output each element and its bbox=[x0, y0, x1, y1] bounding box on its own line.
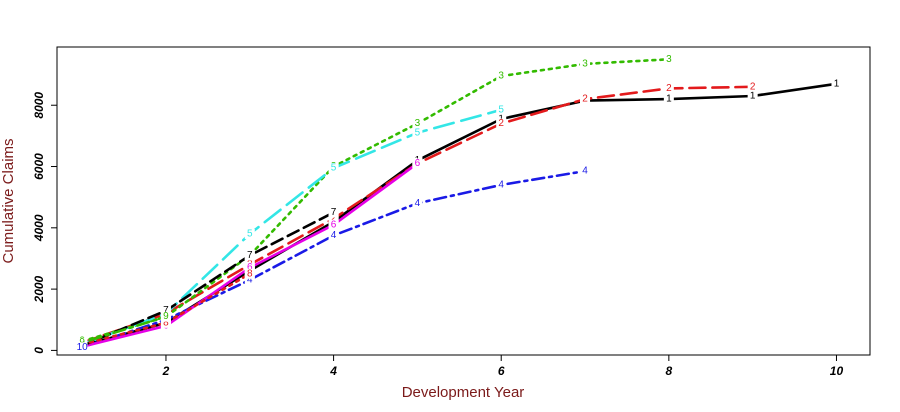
series-line-8 bbox=[80, 272, 252, 346]
point-label-bg bbox=[496, 71, 507, 82]
y-tick-label: 6000 bbox=[32, 153, 46, 180]
x-tick-label: 2 bbox=[162, 364, 170, 378]
y-tick-label: 8000 bbox=[32, 92, 46, 119]
series-point-label: 3 bbox=[582, 58, 588, 69]
series-point-label: 3 bbox=[666, 54, 672, 65]
point-label-bg bbox=[663, 94, 674, 105]
series-lines bbox=[80, 58, 838, 349]
point-label-bg bbox=[328, 163, 339, 174]
y-axis: 0 2000 4000 6000 8000 bbox=[32, 92, 57, 354]
series-line-9 bbox=[80, 315, 168, 344]
series-point-label: 1 bbox=[834, 78, 840, 89]
x-tick-label: 10 bbox=[830, 364, 844, 378]
x-axis-title: Development Year bbox=[402, 384, 525, 401]
series-line-5 bbox=[80, 108, 503, 346]
series-point-label: 6 bbox=[247, 262, 253, 273]
series-point-label: 7 bbox=[331, 207, 337, 218]
y-axis-title: Cumulative Claims bbox=[0, 138, 17, 263]
x-tick-label: 6 bbox=[498, 364, 505, 378]
series-line-4 bbox=[80, 169, 587, 349]
point-label-bg bbox=[328, 207, 339, 218]
point-label-bg bbox=[831, 78, 842, 89]
point-label-bg bbox=[580, 94, 591, 105]
point-label-bg bbox=[160, 317, 171, 328]
y-tick-label: 0 bbox=[32, 347, 46, 354]
series-point-label: 2 bbox=[666, 83, 672, 94]
point-label-bg bbox=[244, 268, 255, 279]
series-point-label: 4 bbox=[582, 166, 588, 177]
point-label-bg bbox=[747, 91, 758, 102]
point-label-bg bbox=[160, 305, 171, 316]
point-label-bg bbox=[412, 127, 423, 138]
series-point-label: 3 bbox=[415, 118, 421, 129]
x-tick-label: 4 bbox=[329, 364, 337, 378]
plot-area-frame bbox=[56, 46, 871, 356]
series-point-label: 5 bbox=[415, 127, 421, 138]
point-label-bg bbox=[244, 250, 255, 261]
series-point-label: 7 bbox=[163, 305, 169, 316]
series-point-label: 4 bbox=[498, 179, 504, 190]
point-label-bg bbox=[663, 83, 674, 94]
series-line-3 bbox=[80, 58, 671, 343]
series-point-label: 2 bbox=[498, 118, 504, 129]
series-point-label: 5 bbox=[247, 228, 253, 239]
series-point-label: 2 bbox=[750, 81, 756, 92]
point-label-bg bbox=[580, 58, 591, 69]
point-label-bg bbox=[412, 198, 423, 209]
series-point-label: 4 bbox=[415, 198, 421, 209]
series-point-label: 8 bbox=[247, 268, 253, 279]
y-tick-label: 2000 bbox=[32, 275, 46, 303]
point-label-bg bbox=[580, 166, 591, 177]
series-point-label: 2 bbox=[582, 94, 588, 105]
point-label-bg bbox=[496, 179, 507, 190]
point-label-bg bbox=[244, 262, 255, 273]
series-point-label: 4 bbox=[247, 274, 253, 285]
series-point-label: 5 bbox=[331, 163, 337, 174]
series-point-label: 6 bbox=[331, 219, 337, 230]
point-label-bg bbox=[328, 213, 339, 224]
series-point-label: 4 bbox=[331, 230, 337, 241]
point-label-bg bbox=[747, 81, 758, 92]
x-tick-label: 8 bbox=[666, 364, 673, 378]
point-label-bg bbox=[496, 118, 507, 129]
series-point-label: 2 bbox=[331, 213, 337, 224]
series-point-labels: 1111111111222222222333333334444444555555… bbox=[77, 54, 842, 353]
point-label-bg bbox=[412, 158, 423, 169]
y-tick-label: 4000 bbox=[32, 214, 46, 242]
point-label-bg bbox=[496, 104, 507, 115]
series-point-label: 1 bbox=[666, 94, 672, 105]
x-axis: 2 4 6 8 10 bbox=[162, 355, 844, 378]
point-label-bg bbox=[663, 54, 674, 65]
point-label-bg bbox=[328, 230, 339, 241]
series-point-label: 6 bbox=[415, 158, 421, 169]
series-point-label: 1 bbox=[750, 91, 756, 102]
series-point-label: 10 bbox=[77, 342, 89, 353]
series-point-label: 5 bbox=[498, 104, 504, 115]
series-point-label: 9 bbox=[163, 311, 169, 322]
point-label-bg bbox=[412, 118, 423, 129]
series-point-label: 7 bbox=[247, 250, 253, 261]
series-line-7 bbox=[80, 211, 335, 348]
point-label-bg bbox=[160, 311, 171, 322]
series-point-label: 3 bbox=[498, 71, 504, 82]
point-label-bg bbox=[244, 274, 255, 285]
point-label-bg bbox=[77, 342, 88, 353]
point-label-bg bbox=[244, 228, 255, 239]
series-point-label: 8 bbox=[163, 317, 169, 328]
point-label-bg bbox=[328, 219, 339, 230]
